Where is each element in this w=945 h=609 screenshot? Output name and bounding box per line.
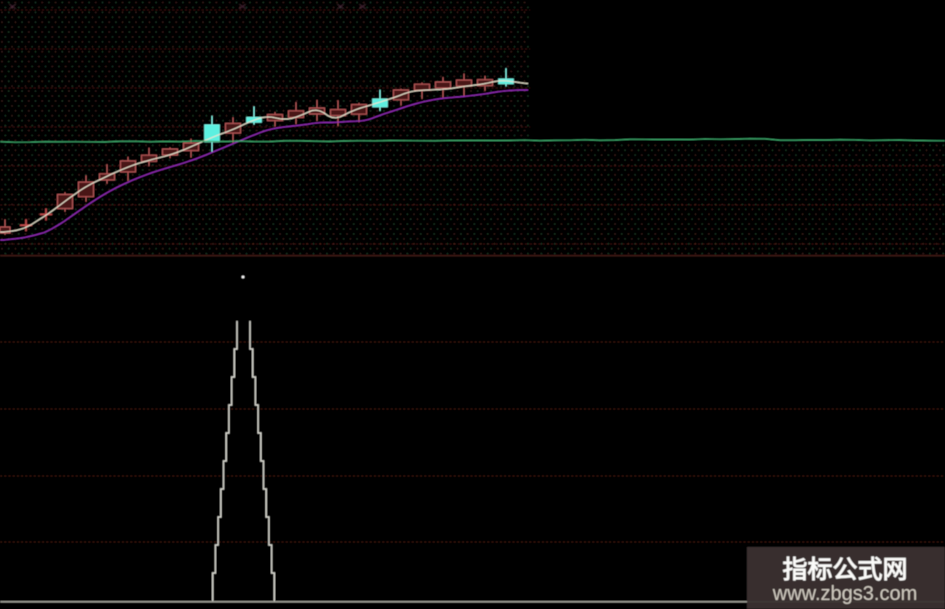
svg-text:指标公式网: 指标公式网 bbox=[782, 556, 907, 584]
svg-text:www.zbgs3.com: www.zbgs3.com bbox=[772, 583, 918, 605]
